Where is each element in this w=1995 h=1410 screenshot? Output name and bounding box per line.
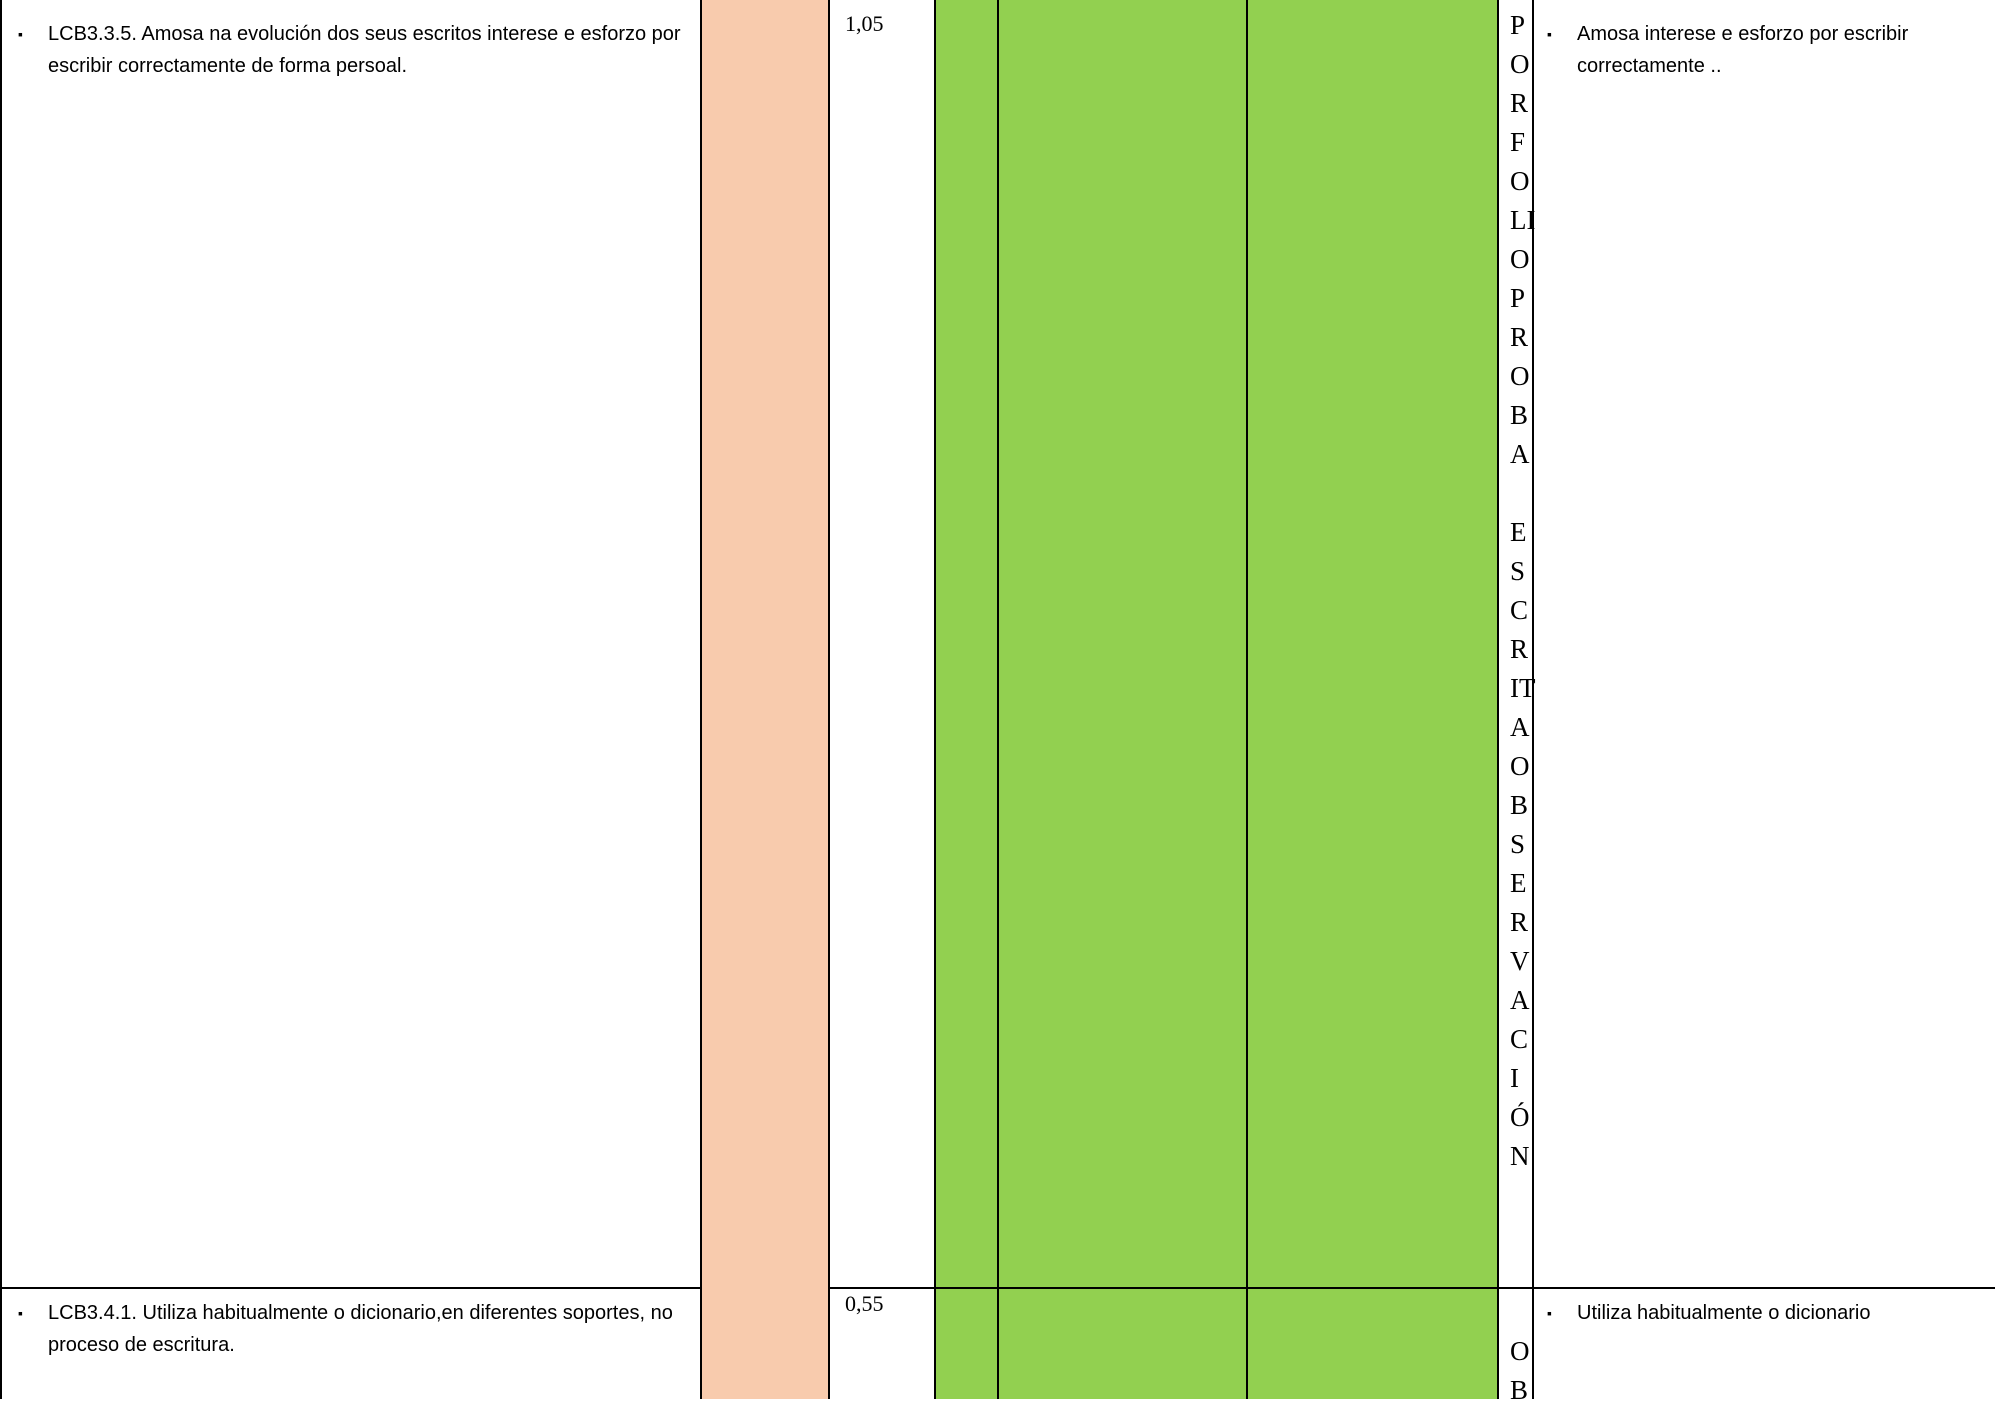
row-1-standard: ▪ LCB3.3.5. Amosa na evolución dos seus …	[18, 18, 698, 82]
row-1-weight: 1,05	[845, 11, 884, 36]
indicator-text: Utiliza habitualmente o dicionario	[1577, 1302, 1871, 1324]
table-border	[700, 0, 702, 1399]
table-border	[1532, 0, 1534, 1399]
table-border	[828, 1287, 1995, 1289]
table-border	[1497, 0, 1499, 1399]
table-border	[828, 0, 830, 1399]
standard-text: LCB3.3.5. Amosa na evolución dos seus es…	[48, 23, 681, 77]
level-cell-green-1	[935, 0, 1498, 1399]
standard-text: LCB3.4.1. Utiliza habitualmente o dicion…	[48, 1302, 673, 1356]
indicator-text: Amosa interese e esforzo por escribir co…	[1577, 23, 1909, 77]
level-cell-peach	[701, 0, 829, 1399]
row-2-standard: ▪ LCB3.4.1. Utiliza habitualmente o dici…	[18, 1297, 698, 1361]
row-1-instrument-vertical: PORFOLIOPROBA ESCRITAOBSERVACIÓN	[1510, 10, 1536, 1171]
bullet-icon: ▪	[18, 26, 23, 42]
row-2-weight: 0,55	[845, 1291, 884, 1316]
row-1-indicator: ▪ Amosa interese e esforzo por escribir …	[1547, 18, 1987, 82]
bullet-icon: ▪	[1547, 26, 1552, 42]
table-border	[934, 0, 936, 1399]
row-2-instrument-vertical: OB	[1510, 1336, 1530, 1405]
row-2-indicator: ▪ Utiliza habitualmente o dicionario	[1547, 1297, 1987, 1329]
table-border	[997, 0, 999, 1399]
bullet-icon: ▪	[1547, 1305, 1552, 1321]
table-border	[1246, 0, 1248, 1399]
table-border	[0, 0, 2, 1399]
table-border	[0, 1287, 701, 1289]
bullet-icon: ▪	[18, 1305, 23, 1321]
